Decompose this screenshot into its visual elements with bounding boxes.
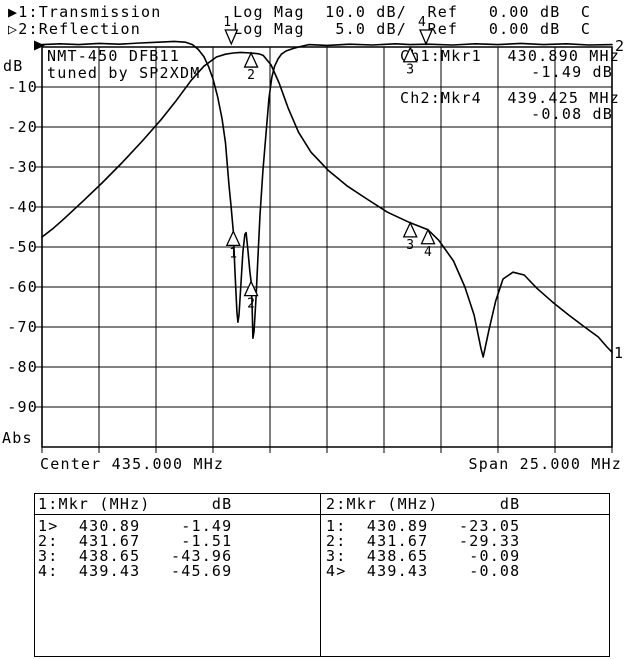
marker-table-right-header: 2:Mkr (MHz) dB: [326, 495, 521, 513]
marker-triangle-icon: [402, 221, 418, 238]
center-frequency-label: Center 435.000 MHz: [40, 455, 225, 473]
device-title-line2: tuned by SP2XDM: [47, 64, 201, 82]
channel1-settings-line: ▶1:Transmission Log Mag 10.0 dB/ Ref 0.0…: [8, 3, 592, 21]
marker-table-left-header: 1:Mkr (MHz) dB: [38, 495, 233, 513]
marker-number-label: 1: [229, 246, 237, 261]
marker-number-label: 3: [406, 238, 414, 253]
ch1-marker-frequency: 430.890 MHz: [507, 47, 620, 65]
y-tick-label: -70: [7, 318, 38, 336]
y-axis-unit-label: dB: [3, 57, 24, 75]
active-trace-arrow-icon: [34, 40, 45, 51]
y-tick-label: -30: [7, 158, 38, 176]
y-tick-label: -50: [7, 238, 38, 256]
ch1-marker-level: -1.49 dB: [531, 63, 613, 81]
reflection-trace: [41, 40, 613, 340]
marker-table-row: 4> 439.43 -0.08: [326, 562, 521, 580]
marker-table-header-separator: [35, 514, 609, 515]
marker-table-row: 4: 439.43 -45.69: [38, 562, 233, 580]
y-tick-label: -90: [7, 398, 38, 416]
marker-table-divider: [320, 494, 321, 656]
device-title-line1: NMT-450 DFB11: [47, 47, 180, 65]
span-label: Span 25.000 MHz: [468, 455, 622, 473]
marker-table-row: 3: 438.65 -0.09: [326, 547, 521, 565]
y-tick-label: -40: [7, 198, 38, 216]
channel2-settings-line: ▷2:Reflection Log Mag 5.0 dB/ Ref 0.00 d…: [8, 20, 592, 38]
y-axis-abs-label: Abs: [2, 429, 33, 447]
marker-table-row: 2: 431.67 -29.33: [326, 532, 521, 550]
marker-triangle-icon: [243, 51, 259, 68]
marker-table-row: 1> 430.89 -1.49: [38, 517, 233, 535]
marker-table-row: 1: 430.89 -23.05: [326, 517, 521, 535]
marker-number-label: 2: [247, 297, 255, 312]
marker-number-label: 4: [424, 245, 432, 260]
marker-number-label: 2: [247, 68, 255, 83]
trace2-edge-label: 2: [615, 37, 626, 55]
y-tick-label: -10: [7, 78, 38, 96]
y-tick-label: -80: [7, 358, 38, 376]
marker-triangle-icon: [225, 229, 241, 247]
marker-table-row: 2: 431.67 -1.51: [38, 532, 233, 550]
marker-table: 1:Mkr (MHz) dB 1> 430.89 -1.49 2: 431.67…: [34, 493, 610, 657]
ch2-marker-level: -0.08 dB: [531, 105, 613, 123]
y-tick-label: -60: [7, 278, 38, 296]
marker-triangle-icon: [420, 228, 436, 245]
marker-table-row: 3: 438.65 -43.96: [38, 547, 233, 565]
y-tick-label: -20: [7, 118, 38, 136]
marker-triangle-icon: [243, 280, 259, 297]
ch2-marker-frequency: 439.425 MHz: [507, 89, 620, 107]
trace1-edge-label: 1: [614, 344, 625, 362]
